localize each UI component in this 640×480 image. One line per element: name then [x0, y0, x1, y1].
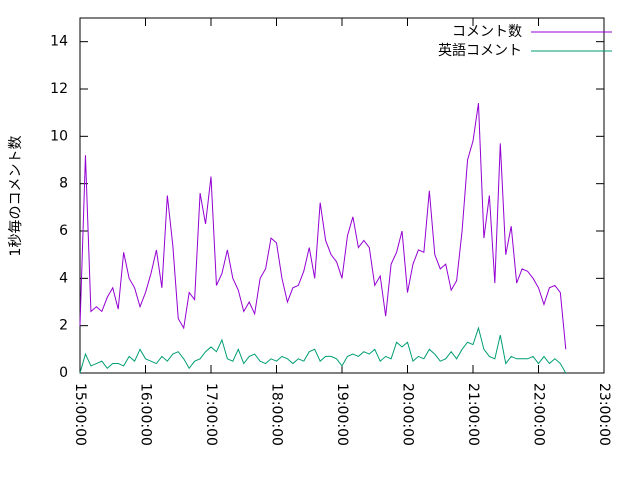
y-tick-label: 12 — [50, 81, 68, 97]
x-tick-label: 16:00:00 — [138, 383, 154, 446]
y-tick-label: 4 — [59, 270, 68, 286]
x-tick-label: 19:00:00 — [334, 383, 350, 446]
x-tick-label: 23:00:00 — [596, 383, 612, 446]
x-tick-label: 22:00:00 — [531, 383, 547, 446]
y-tick-label: 8 — [59, 176, 68, 192]
x-tick-label: 20:00:00 — [400, 383, 416, 446]
y-axis-label: 1秒毎のコメント数 — [8, 136, 24, 257]
y-tick-label: 14 — [50, 34, 68, 50]
x-tick-label: 15:00:00 — [72, 383, 88, 446]
legend-label: 英語コメント — [438, 42, 522, 59]
y-tick-label: 10 — [50, 128, 68, 144]
x-tick-label: 17:00:00 — [203, 383, 219, 446]
y-tick-label: 6 — [59, 223, 68, 239]
x-tick-label: 21:00:00 — [465, 383, 481, 446]
y-tick-label: 0 — [59, 365, 68, 381]
series-line — [79, 103, 567, 350]
series-line — [79, 326, 567, 374]
legend-label: コメント数 — [452, 24, 522, 40]
x-tick-label: 18:00:00 — [269, 383, 285, 446]
y-tick-label: 2 — [59, 318, 68, 334]
